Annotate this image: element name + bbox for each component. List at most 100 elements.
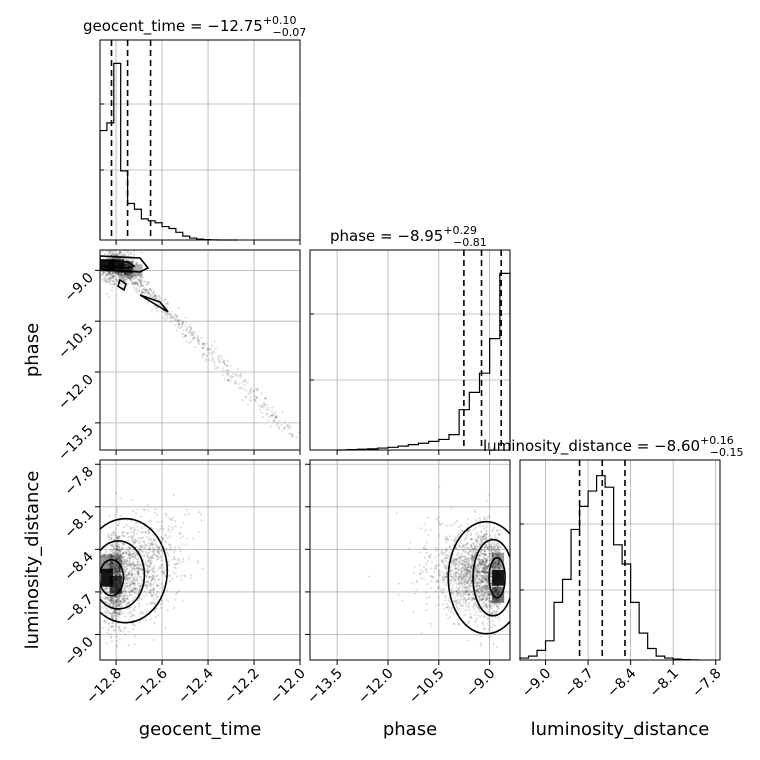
sample-point: [250, 386, 253, 389]
sample-point: [458, 587, 461, 590]
sample-point: [154, 545, 158, 548]
sample-point: [149, 295, 152, 298]
sample-point: [430, 580, 433, 583]
sample-point: [188, 322, 192, 326]
sample-point: [485, 603, 488, 607]
sample-point: [435, 563, 438, 567]
sample-point: [491, 554, 495, 557]
sample-point: [105, 597, 109, 600]
sample-point: [112, 271, 115, 274]
sample-point: [427, 533, 430, 536]
sample-point: [122, 551, 125, 554]
sample-point: [138, 279, 141, 282]
sample-point: [457, 576, 460, 579]
sample-point: [151, 556, 154, 559]
sample-point: [131, 614, 134, 617]
sample-point: [181, 543, 184, 546]
sample-point: [480, 539, 483, 542]
sample-point: [458, 599, 462, 602]
sample-point: [485, 575, 488, 578]
sample-point: [144, 547, 147, 550]
sample-point: [153, 294, 157, 298]
sample-point: [127, 630, 130, 633]
sample-point: [440, 522, 443, 525]
sample-point: [172, 551, 176, 554]
sample-point: [181, 322, 185, 325]
sample-point: [424, 529, 427, 532]
sample-point: [196, 561, 200, 564]
sample-point: [174, 318, 177, 321]
sample-point: [132, 536, 135, 539]
sample-point: [147, 576, 150, 579]
sample-point: [475, 546, 478, 549]
sample-point: [133, 563, 136, 566]
sample-point: [462, 604, 465, 607]
sample-point: [118, 572, 122, 576]
sample-point: [470, 566, 473, 570]
sample-point: [451, 538, 454, 542]
sample-point: [107, 272, 111, 275]
sample-point: [159, 566, 162, 570]
sample-point: [140, 536, 143, 540]
sample-point: [480, 603, 483, 606]
sample-point: [177, 322, 180, 326]
sample-point: [491, 555, 494, 559]
sample-point: [119, 553, 122, 557]
sample-point: [132, 250, 135, 253]
sample-point: [239, 374, 243, 377]
sample-point: [474, 567, 477, 570]
sample-point: [113, 276, 116, 280]
sample-point: [477, 563, 480, 566]
sample-point: [119, 252, 122, 255]
sample-point: [484, 584, 487, 587]
sample-point: [164, 512, 167, 515]
sample-point: [107, 622, 110, 625]
sample-point: [118, 567, 121, 571]
sample-point: [165, 514, 168, 517]
sample-point: [171, 571, 175, 574]
sample-point: [164, 540, 167, 543]
sample-point: [114, 551, 117, 554]
sample-point: [129, 590, 132, 593]
sample-point: [110, 615, 113, 619]
sample-point: [180, 578, 183, 581]
sample-point: [456, 590, 459, 593]
sample-point: [148, 544, 151, 547]
sample-point: [476, 582, 479, 585]
sample-point: [446, 557, 450, 560]
sample-point: [145, 283, 149, 286]
sample-point: [166, 316, 169, 320]
sample-point: [117, 572, 120, 575]
sample-point: [141, 550, 145, 553]
sample-point: [486, 570, 489, 574]
sample-point: [255, 395, 258, 399]
axes-frame: [519, 459, 721, 661]
sample-point: [129, 272, 133, 275]
sample-point: [146, 504, 149, 507]
sample-point: [130, 272, 134, 275]
sample-point: [145, 289, 148, 292]
sample-point: [466, 531, 469, 534]
sample-point: [457, 577, 460, 580]
sample-point: [497, 562, 500, 566]
sample-point: [146, 564, 149, 568]
sample-point: [131, 599, 134, 603]
sample-point: [469, 566, 472, 569]
sample-point: [146, 536, 149, 539]
sample-point: [113, 551, 116, 555]
sample-point: [196, 340, 200, 343]
sample-point: [132, 563, 135, 566]
sample-point: [133, 605, 137, 609]
sample-point: [177, 559, 180, 562]
sample-point: [112, 611, 115, 614]
sample-point: [473, 553, 476, 557]
sample-point: [465, 543, 468, 546]
sample-point: [467, 596, 470, 600]
sample-point: [130, 566, 133, 570]
sample-point: [121, 597, 124, 600]
sample-point: [105, 292, 109, 295]
sample-point: [149, 537, 152, 540]
sample-point: [111, 600, 114, 603]
sample-point: [129, 573, 132, 576]
sample-point: [131, 573, 134, 576]
